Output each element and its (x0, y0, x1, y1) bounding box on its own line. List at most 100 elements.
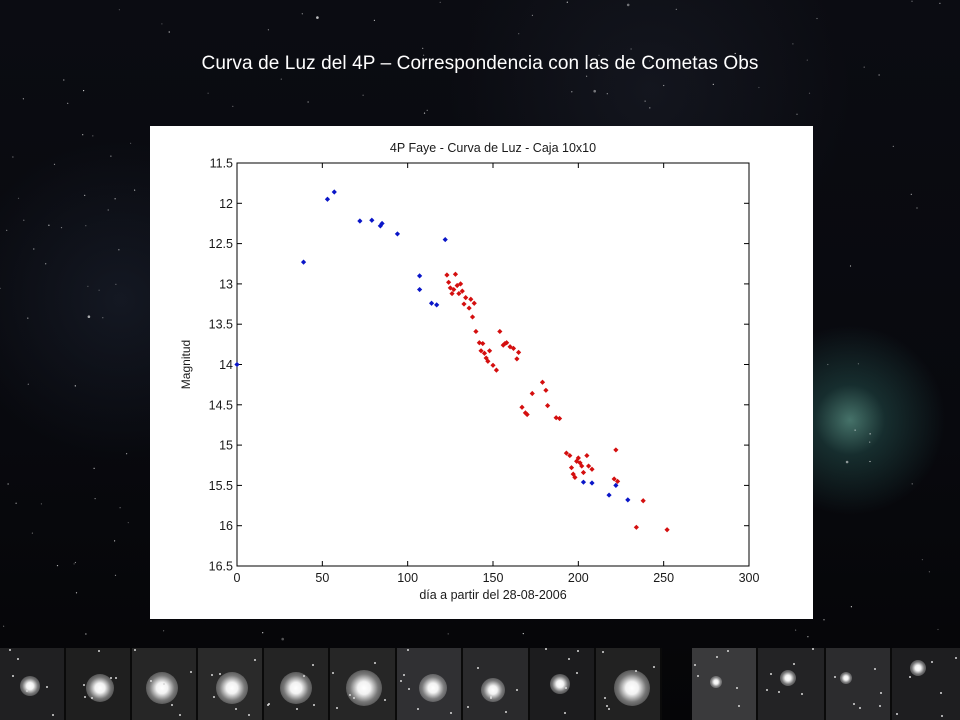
background-star (94, 498, 96, 500)
thumbnail-star (296, 708, 298, 710)
background-star (161, 23, 163, 25)
thumbnail-star (853, 703, 855, 705)
comet-thumbnail (692, 648, 758, 720)
background-star (522, 633, 524, 635)
background-star (916, 207, 918, 209)
thumbnail-star (17, 658, 19, 660)
background-star (93, 467, 95, 469)
data-point-blue (379, 220, 385, 227)
thumbnail-star (778, 691, 780, 693)
background-star (630, 48, 632, 50)
background-star (281, 637, 285, 641)
data-point-blue (442, 236, 448, 243)
x-tick-label: 100 (397, 571, 418, 585)
thumbnail-star (812, 648, 814, 650)
background-star (857, 363, 860, 365)
background-star (892, 145, 894, 147)
thumbnail-star (940, 692, 942, 694)
background-star (663, 84, 665, 87)
background-star (307, 101, 309, 103)
comet-thumbnail (330, 648, 397, 720)
y-tick-label: 15.5 (209, 479, 233, 493)
background-star (518, 33, 520, 35)
data-point-red (449, 290, 455, 297)
background-star (807, 636, 809, 638)
background-star (73, 563, 75, 565)
data-point-red (447, 285, 453, 291)
comet-coma (910, 660, 926, 676)
data-point-red (584, 452, 590, 459)
background-star (316, 16, 319, 19)
thumbnail-star (716, 656, 718, 658)
background-star (134, 189, 136, 191)
data-point-red (613, 447, 619, 453)
background-star (571, 91, 573, 93)
background-star (854, 429, 856, 431)
thumbnail-star (859, 707, 861, 709)
background-star (40, 503, 43, 505)
background-star (23, 219, 25, 221)
thumbnail-star (12, 675, 14, 677)
thumbnail-star (602, 651, 604, 653)
background-star (792, 43, 794, 45)
thumbnail-star (564, 712, 566, 714)
thumbnail-star (84, 696, 86, 698)
background-star (423, 54, 425, 56)
thumbnail-star (766, 689, 768, 691)
background-star (207, 92, 209, 94)
thumbnail-star (941, 715, 943, 717)
thumbnail-star (408, 688, 410, 690)
background-star (850, 606, 853, 608)
background-star (83, 90, 85, 92)
data-point-red (568, 465, 575, 471)
background-star (127, 522, 129, 524)
thumbnail-star (179, 714, 181, 716)
data-point-red (485, 358, 491, 364)
data-point-red (614, 478, 621, 484)
data-point-red (575, 455, 581, 461)
comet-coma (419, 674, 447, 702)
background-star (426, 109, 428, 111)
y-tick-label: 11.5 (210, 157, 233, 171)
thumbnail-star (727, 650, 729, 652)
data-point-red (529, 390, 535, 397)
thumbnail-star (477, 667, 479, 669)
comet-thumbnail (0, 648, 66, 720)
background-star (758, 86, 760, 89)
background-star (878, 74, 880, 76)
data-point-red (451, 286, 457, 293)
thumbnail-star (213, 696, 215, 698)
data-point-red (570, 471, 576, 477)
background-star (606, 93, 608, 95)
background-star (845, 460, 849, 464)
background-star (734, 52, 736, 55)
y-tick-label: 16 (219, 519, 233, 533)
background-star (3, 625, 5, 627)
thumbnail-star (235, 708, 237, 710)
background-star (470, 58, 474, 61)
data-point-blue (357, 218, 363, 224)
thumbnail-star (98, 650, 100, 652)
background-star (102, 317, 104, 319)
background-star (267, 29, 269, 31)
comet-coma (280, 672, 312, 704)
background-star (98, 289, 100, 291)
background-star (74, 561, 76, 564)
background-star (280, 78, 282, 80)
thumbnail-star (26, 690, 28, 692)
background-star (85, 633, 87, 635)
data-point-blue (606, 492, 612, 498)
background-star (808, 92, 811, 94)
data-point-blue (377, 223, 383, 229)
x-axis-label: día a partir del 28-08-2006 (419, 588, 566, 602)
background-star (649, 60, 651, 62)
comet-coma (86, 674, 114, 702)
background-star (126, 453, 128, 455)
data-point-red (456, 290, 462, 297)
thumbnail-star (303, 675, 305, 677)
comet-thumbnail (596, 648, 662, 720)
thumbnail-star (134, 649, 136, 651)
y-tick-label: 13 (219, 277, 233, 291)
background-star (63, 79, 65, 81)
background-star (130, 142, 132, 144)
